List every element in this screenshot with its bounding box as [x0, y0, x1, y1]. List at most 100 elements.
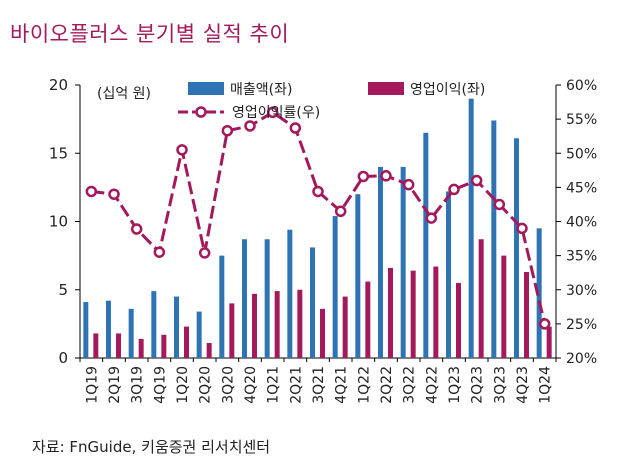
point-op-margin — [493, 198, 506, 211]
bar-revenue — [128, 308, 134, 358]
x-tick-label: 4Q22 — [424, 366, 440, 404]
point-op-margin — [221, 124, 234, 137]
unit-label: (십억 원) — [97, 86, 151, 102]
bar-op-profit — [433, 266, 439, 358]
bar-revenue — [106, 300, 111, 358]
bar-op-profit — [342, 296, 348, 358]
y-right-tick-label: 35% — [566, 249, 597, 265]
bar-revenue — [378, 166, 383, 358]
x-tick-label: 4Q23 — [515, 366, 531, 404]
legend-label-op-margin: 영업이익률(우) — [232, 105, 320, 121]
point-op-margin — [402, 178, 415, 191]
point-op-margin — [244, 120, 256, 132]
point-op-margin — [266, 106, 279, 119]
bar-revenue — [287, 229, 293, 358]
bar-op-profit — [206, 342, 212, 358]
line-op-margin — [91, 110, 547, 325]
legend-label-revenue: 매출액(좌) — [230, 82, 292, 98]
x-tick-label: 1Q22 — [356, 366, 372, 404]
chart-title: 바이오플러스 분기별 실적 추이 — [10, 22, 290, 46]
bar-revenue — [174, 296, 179, 358]
bar-revenue — [83, 302, 89, 358]
x-tick-label: 3Q23 — [492, 366, 508, 404]
point-op-margin — [176, 144, 188, 156]
y-right-tick-label: 30% — [566, 283, 597, 299]
point-op-margin — [357, 170, 370, 183]
bar-revenue — [514, 138, 519, 358]
labels-group: 0 5 10 15 20 20% 25% 30% 35% 40% 45% 50% 55% 60% 1Q19 2… — [49, 76, 597, 404]
x-tick-label: 3Q22 — [402, 366, 418, 404]
bar-op-profit — [93, 333, 99, 358]
x-tick-label: 2Q22 — [379, 366, 395, 404]
source-note: 자료: FnGuide, 키움증권 리서치센터 — [32, 438, 271, 456]
point-op-margin — [470, 174, 483, 187]
bar-op-profit — [138, 338, 144, 358]
x-tick-label: 3Q21 — [311, 366, 327, 404]
point-op-margin — [516, 222, 528, 235]
legend-marker-op-margin — [195, 106, 207, 118]
x-tick-label: 1Q24 — [538, 366, 554, 404]
bars-group — [83, 98, 552, 359]
bar-op-profit — [229, 303, 235, 358]
bar-op-profit — [116, 333, 121, 358]
x-tick-label: 2Q19 — [107, 366, 123, 404]
bar-op-profit — [274, 291, 280, 358]
legend-swatch-op-profit — [368, 82, 404, 95]
y-left-tick-label: 15 — [49, 144, 68, 162]
point-op-margin — [448, 183, 460, 196]
legend-swatch-revenue — [188, 82, 224, 95]
bar-revenue — [151, 291, 157, 358]
bar-revenue — [219, 255, 225, 358]
bar-revenue — [423, 132, 429, 358]
bar-op-profit — [252, 293, 257, 358]
point-op-margin — [334, 205, 347, 218]
y-right-tick-label: 55% — [566, 112, 597, 128]
line-group — [85, 106, 551, 330]
y-right-tick-label: 20% — [566, 351, 597, 367]
point-op-margin — [130, 223, 143, 235]
bar-revenue — [400, 166, 406, 358]
bar-op-profit — [320, 308, 325, 358]
bar-revenue — [355, 194, 361, 358]
x-tick-label: 1Q21 — [266, 366, 282, 404]
x-tick-label: 3Q20 — [220, 366, 236, 404]
bar-op-profit — [501, 255, 507, 358]
x-tick-label: 2Q21 — [288, 366, 304, 404]
x-tick-label: 3Q19 — [130, 366, 146, 404]
bar-op-profit — [456, 282, 461, 358]
bar-revenue — [536, 228, 542, 358]
y-right-tick-label: 40% — [566, 215, 597, 231]
legend-group: 매출액(좌) 영업이익(좌) 영업이익률(우) — [178, 82, 485, 121]
y-left-tick-label: 5 — [58, 281, 68, 299]
x-tick-label: 1Q19 — [84, 366, 100, 404]
bar-op-profit — [184, 326, 189, 358]
bar-op-profit — [546, 326, 552, 358]
bar-revenue — [310, 247, 315, 358]
bar-op-profit — [524, 272, 529, 358]
point-op-margin — [538, 318, 551, 330]
y-right-tick-label: 50% — [566, 146, 597, 162]
point-op-margin — [425, 212, 438, 224]
bar-op-profit — [365, 281, 371, 358]
x-tick-label: 1Q20 — [175, 366, 191, 404]
x-tick-label: 1Q23 — [447, 366, 463, 404]
x-tick-label: 2Q23 — [470, 366, 486, 404]
y-left-tick-label: 20 — [49, 76, 68, 94]
bar-revenue — [196, 311, 202, 358]
y-left-tick-label: 0 — [58, 349, 68, 367]
bar-op-profit — [478, 239, 484, 358]
y-right-tick-label: 45% — [566, 180, 597, 196]
bar-op-profit — [410, 270, 416, 358]
point-op-margin — [380, 170, 392, 182]
point-op-margin — [312, 185, 324, 198]
legend-label-op-profit: 영업이익(좌) — [410, 82, 485, 98]
y-left-tick-label: 10 — [49, 213, 68, 231]
bar-op-profit — [161, 334, 167, 358]
bar-revenue — [264, 239, 270, 358]
bar-revenue — [242, 239, 247, 358]
axes-group — [75, 84, 561, 362]
y-right-tick-label: 25% — [566, 317, 597, 333]
bar-op-profit — [297, 289, 303, 358]
bar-revenue — [332, 216, 338, 358]
